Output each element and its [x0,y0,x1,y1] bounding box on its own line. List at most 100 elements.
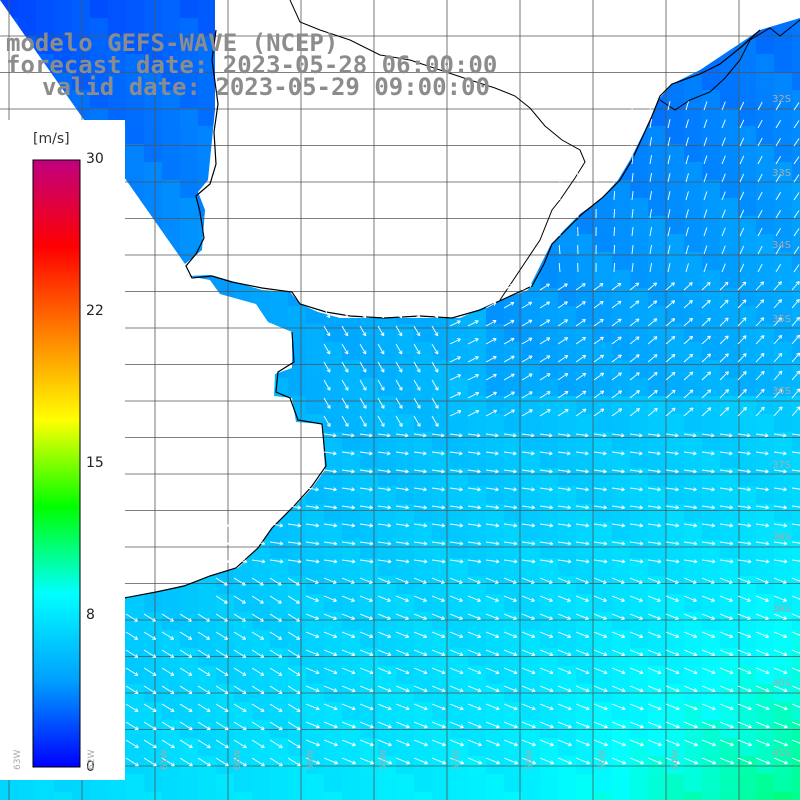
wind-arrow-head [619,390,622,395]
speed-cell [540,450,558,468]
speed-cell [612,378,630,396]
wind-arrow-head [585,525,589,528]
wind-arrow-head [477,505,481,509]
speed-cell [360,720,378,738]
wind-arrow-head [370,688,374,692]
wind-arrow [755,505,769,509]
wind-arrow-head [671,353,675,356]
wind-arrow-head [586,616,589,620]
wind-arrow [521,631,535,638]
wind-arrow-head [261,690,265,694]
speed-cell [126,720,144,738]
wind-arrow-head [442,688,446,692]
speed-cell [630,522,648,540]
speed-cell [648,702,666,720]
wind-arrow-head [513,598,517,602]
wind-arrow [773,299,782,309]
speed-cell [342,702,360,720]
speed-cell [360,396,378,414]
wind-arrow-head [154,762,157,766]
speed-cell [396,504,414,522]
wind-arrow [449,595,463,602]
speed-cell [612,504,630,522]
speed-cell [522,558,540,576]
wind-arrow [719,433,733,437]
wind-arrow-head [405,469,409,473]
speed-cell [504,306,522,324]
wind-arrow-head [495,598,499,602]
speed-cell [756,90,774,108]
speed-cell [666,630,684,648]
speed-cell [756,468,774,486]
wind-arrow [558,172,561,183]
wind-arrow-head [689,335,693,338]
wind-arrow [593,631,607,638]
wind-arrow-head [171,690,175,694]
speed-cell [558,252,576,270]
speed-cell [450,756,468,774]
speed-cell [576,486,594,504]
speed-cell [576,234,594,252]
wind-arrow-head [333,598,337,602]
wind-arrow-head [725,407,729,409]
wind-arrow-head [549,525,553,528]
speed-cell [576,630,594,648]
speed-cell [396,756,414,774]
speed-cell [612,234,630,252]
wind-arrow [251,595,264,604]
wind-arrow-head [694,724,698,728]
speed-cell [486,468,504,486]
speed-cell [360,378,378,396]
wind-arrow-head [280,744,283,748]
wind-arrow [701,703,716,710]
wind-arrow [341,631,355,638]
wind-arrow-head [353,760,356,764]
wind-arrow [719,299,729,309]
wind-arrow-head [279,525,283,528]
wind-arrow [377,577,391,584]
wind-arrow-head [780,406,783,411]
wind-arrow-head [637,282,640,287]
speed-cell [432,738,450,756]
wind-arrow-head [261,672,265,676]
wind-arrow [305,739,320,746]
wind-arrow [143,631,156,640]
wind-arrow [791,281,800,291]
wind-arrow-head [477,451,481,455]
wind-arrow [647,390,658,399]
speed-cell [540,540,558,558]
wind-arrow [773,352,783,363]
wind-arrow-head [362,388,367,391]
speed-cell [324,522,342,540]
wind-arrow [359,757,374,764]
wind-arrow [557,469,571,473]
wind-arrow-head [693,523,698,527]
wind-arrow-head [477,541,482,545]
speed-cell [774,396,792,414]
wind-arrow [485,757,500,764]
speed-cell [486,594,504,612]
wind-arrow [323,739,338,746]
speed-cell [90,18,108,36]
wind-arrow [485,631,499,638]
wind-arrow-head [351,451,355,455]
wind-arrow [791,406,800,417]
wind-arrow-head [565,319,568,324]
speed-cell [792,36,800,54]
wind-arrow [143,721,157,731]
speed-cell [774,432,792,450]
speed-cell [756,738,774,756]
speed-cell [378,378,396,396]
speed-cell [522,792,540,800]
speed-cell [180,594,198,612]
wind-arrow [449,559,464,563]
speed-cell [792,324,800,342]
speed-cell [432,612,450,630]
speed-cell [378,486,396,504]
wind-arrow [449,631,463,638]
wind-arrow [503,667,518,674]
wind-arrow [431,631,445,638]
wind-arrow-head [730,652,734,656]
wind-arrow-head [511,338,515,342]
speed-cell [738,306,756,324]
